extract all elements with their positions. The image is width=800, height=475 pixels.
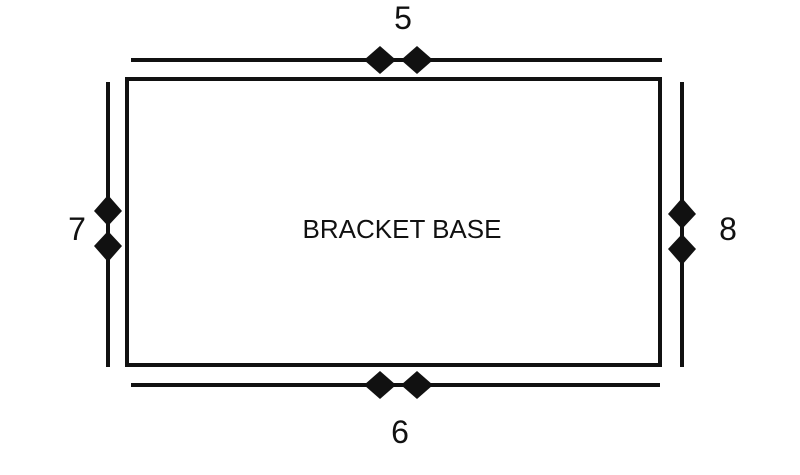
top-left-arrowhead — [364, 46, 396, 74]
edge-indicator-left — [94, 82, 122, 367]
top-right-arrowhead — [401, 46, 433, 74]
left-upper-arrowhead — [94, 195, 122, 226]
edge-indicator-top — [131, 46, 662, 74]
right-upper-arrowhead — [668, 198, 696, 229]
edge-label-bottom: 6 — [391, 414, 409, 450]
edge-indicator-bottom — [131, 371, 660, 399]
bracket-base-label: BRACKET BASE — [303, 214, 502, 244]
edge-indicator-right — [668, 82, 696, 367]
bottom-left-arrowhead — [364, 371, 396, 399]
edge-label-left: 7 — [68, 211, 86, 247]
bracket-base-outline — [125, 77, 662, 367]
edge-label-top: 5 — [394, 0, 412, 36]
bottom-right-arrowhead — [401, 371, 433, 399]
right-lower-arrowhead — [668, 234, 696, 265]
left-lower-arrowhead — [94, 231, 122, 262]
edge-label-right: 8 — [719, 211, 737, 247]
